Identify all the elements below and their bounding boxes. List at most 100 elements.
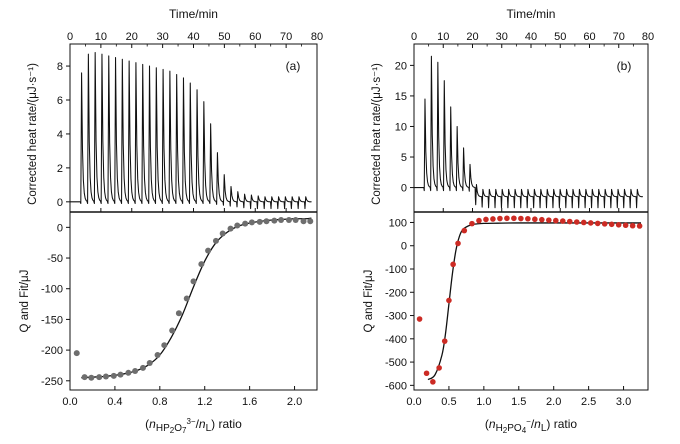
data-point <box>594 220 601 227</box>
time-tick-label: 10 <box>95 31 107 43</box>
time-tick-label: 0 <box>67 31 73 43</box>
data-point <box>629 222 636 229</box>
ratio-tick-label: 0.0 <box>62 396 77 408</box>
time-tick-label: 80 <box>311 31 323 43</box>
data-point <box>566 218 573 225</box>
ratio-axis-label-part: L <box>541 423 547 434</box>
ratio-axis-label-part: 3− <box>186 417 195 426</box>
data-point <box>608 221 615 228</box>
q-tick-label: 0 <box>57 222 63 234</box>
time-axis-label: Time/min <box>507 7 556 21</box>
data-point <box>483 216 489 223</box>
time-tick-label: 10 <box>437 31 449 43</box>
data-point <box>441 338 448 344</box>
data-point <box>81 374 88 381</box>
ratio-axis-label-part: ( <box>145 417 149 431</box>
fit-curve <box>427 222 642 381</box>
ratio-axis-label-part: H <box>496 423 503 434</box>
heat-rate-tick-label: 8 <box>57 61 63 73</box>
data-point <box>132 367 139 374</box>
data-point <box>476 217 482 224</box>
ratio-tick-label: 2.0 <box>287 396 302 408</box>
time-tick-label: 70 <box>613 31 625 43</box>
q-tick-label: -500 <box>385 357 407 369</box>
ratio-tick-label: 3.0 <box>616 396 631 408</box>
ratio-axis-label-part: L <box>206 423 212 434</box>
data-point <box>146 359 153 366</box>
q-axis-label: Q and Fit/μJ <box>363 270 375 333</box>
time-tick-label: 30 <box>496 31 508 43</box>
data-point <box>278 216 285 223</box>
data-point <box>622 222 629 229</box>
data-point <box>430 379 436 385</box>
ratio-axis-label-part: PO <box>507 423 522 434</box>
data-point <box>88 374 95 381</box>
data-point <box>525 215 531 222</box>
ratio-axis-label-part: O <box>174 423 182 434</box>
data-point <box>154 352 161 359</box>
data-point <box>190 278 197 285</box>
data-point <box>292 216 299 223</box>
data-point <box>73 350 80 357</box>
panel-label: (b) <box>617 59 632 73</box>
q-tick-label: -600 <box>385 380 407 392</box>
data-point <box>234 222 241 229</box>
ratio-axis-label-part: n <box>489 417 496 431</box>
data-point <box>469 220 475 227</box>
q-tick-label: -50 <box>47 253 63 265</box>
data-point <box>587 220 594 226</box>
heat-rate-tick-label: 4 <box>57 129 63 141</box>
q-tick-label: 100 <box>389 217 407 229</box>
data-point <box>490 216 496 222</box>
data-point <box>446 297 452 304</box>
data-point <box>553 217 559 224</box>
ratio-tick-label: 0.8 <box>152 396 167 408</box>
ratio-axis-label-part: 4 <box>522 426 527 435</box>
heat-rate-axis-label: Corrected heat rate/(μJ·s⁻¹) <box>371 63 383 205</box>
time-tick-label: 20 <box>466 31 478 43</box>
ratio-tick-label: 1.0 <box>476 396 491 408</box>
ratio-axis-label-part: ) ratio <box>546 417 577 431</box>
q-tick-label: -250 <box>41 376 63 388</box>
data-point <box>285 216 292 223</box>
data-point <box>300 218 307 225</box>
q-axis-label: Q and Fit/μJ <box>19 270 31 333</box>
time-axis-label: Time/min <box>169 7 218 21</box>
ratio-axis-label-part: / <box>531 417 535 431</box>
ratio-axis-label-part: 2 <box>170 426 175 435</box>
fit-curve <box>81 217 312 379</box>
time-tick-label: 60 <box>583 31 595 43</box>
data-point <box>636 223 643 229</box>
data-point <box>96 374 103 381</box>
ratio-tick-label: 2.0 <box>546 396 561 408</box>
ratio-axis-label-part: 7 <box>182 426 187 435</box>
data-point <box>497 215 503 222</box>
heat-rate-tick-label: 0 <box>401 183 407 195</box>
ratio-axis-label-part: / <box>196 417 200 431</box>
ratio-axis-label-part: n <box>534 417 541 431</box>
ratio-tick-label: 0.4 <box>107 396 122 408</box>
data-point <box>559 218 566 224</box>
ratio-axis-label-part: ( <box>485 417 489 431</box>
q-tick-label: -150 <box>41 314 63 326</box>
ratio-axis-label-part: ) ratio <box>211 417 242 431</box>
time-tick-label: 70 <box>280 31 292 43</box>
heat-rate-tick-label: 5 <box>401 152 407 164</box>
ratio-tick-label: 0.0 <box>406 396 421 408</box>
ratio-axis-label-part: HP <box>156 423 170 434</box>
data-point <box>504 215 510 222</box>
q-tick-label: -100 <box>41 284 63 296</box>
ratio-axis-label-part: n <box>149 417 156 431</box>
ratio-tick-label: 1.6 <box>242 396 257 408</box>
data-point <box>198 261 205 268</box>
data-point <box>117 371 124 378</box>
q-tick-label: -200 <box>41 345 63 357</box>
time-tick-label: 80 <box>642 31 654 43</box>
data-point <box>248 219 255 226</box>
data-point <box>125 369 132 376</box>
thermogram-trace <box>413 55 643 209</box>
panel-frame <box>69 43 318 391</box>
